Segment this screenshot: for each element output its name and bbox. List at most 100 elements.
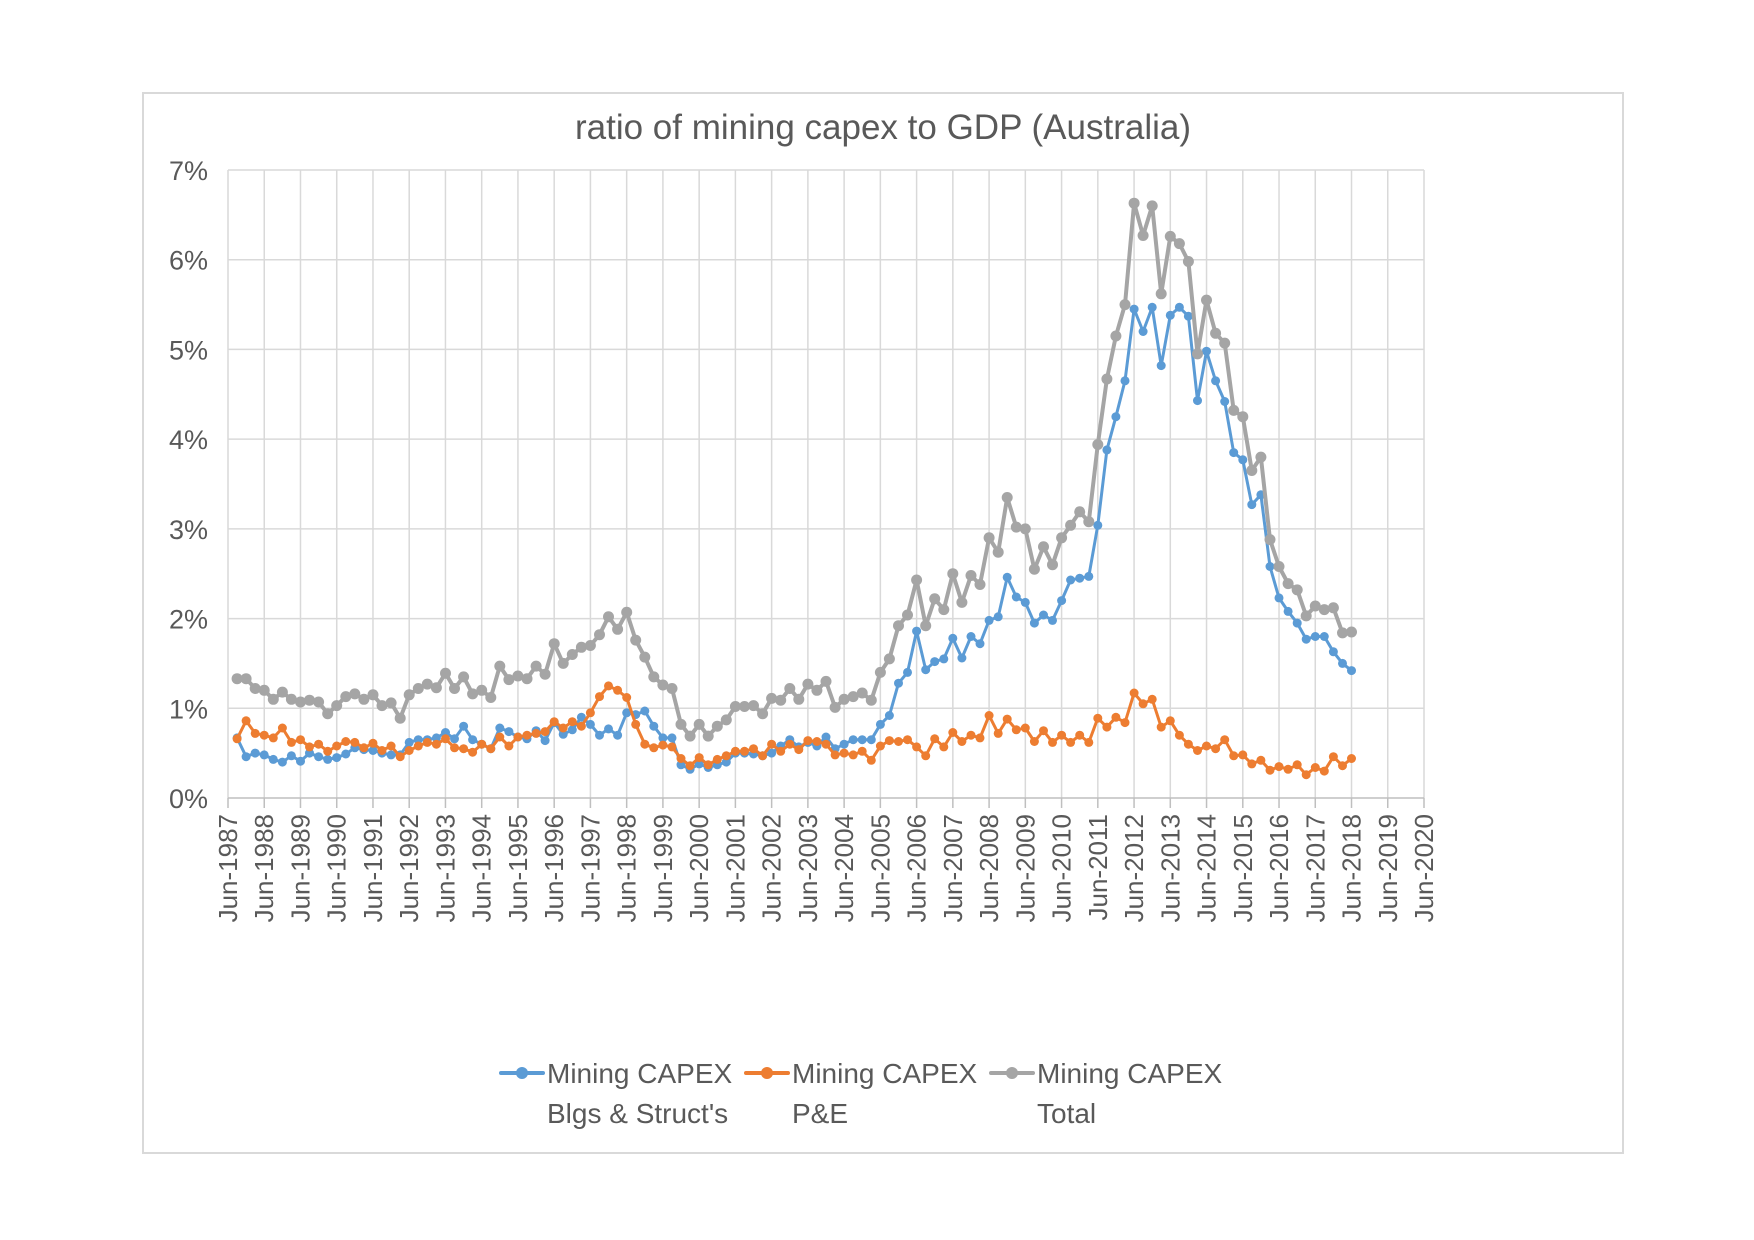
data-point-series-2 (974, 579, 986, 590)
data-point-series-2 (693, 718, 705, 730)
data-point-series-0 (1048, 615, 1057, 625)
x-tick-label: Jun-2006 (902, 814, 932, 922)
data-point-series-2 (1309, 600, 1321, 612)
data-point-series-0 (305, 748, 314, 758)
data-point-series-1 (486, 744, 496, 754)
series-line-2 (237, 201, 1352, 739)
data-point-series-2 (865, 694, 877, 706)
data-point-series-1 (468, 747, 478, 757)
data-point-series-2 (267, 693, 279, 705)
data-point-series-2 (430, 682, 442, 694)
data-point-series-2 (385, 697, 397, 709)
data-point-series-1 (1102, 722, 1112, 732)
data-point-series-0 (368, 746, 378, 755)
x-tick-label: Jun-1992 (394, 814, 424, 922)
data-point-series-2 (240, 673, 252, 685)
data-point-series-1 (450, 743, 459, 753)
data-point-series-1 (830, 750, 840, 760)
data-point-series-2 (1164, 230, 1176, 242)
data-point-series-1 (1328, 752, 1338, 762)
x-tick-label: Jun-1996 (539, 814, 569, 922)
x-tick-label: Jun-2015 (1228, 814, 1258, 922)
legend-swatch-blgs-structs (499, 1067, 545, 1079)
data-point-series-1 (350, 737, 360, 747)
data-point-series-2 (784, 683, 796, 694)
data-point-series-2 (911, 574, 923, 586)
x-tick-label: Jun-1995 (503, 814, 533, 922)
data-point-series-0 (1102, 445, 1112, 455)
data-point-series-2 (720, 714, 732, 726)
data-point-series-0 (884, 711, 894, 720)
data-point-series-0 (640, 706, 650, 716)
data-point-series-2 (476, 684, 488, 696)
x-tick-label: Jun-2020 (1409, 814, 1439, 922)
x-tick-label: Jun-1994 (467, 814, 497, 922)
data-point-series-1 (422, 737, 432, 747)
data-point-series-2 (666, 683, 678, 694)
data-point-series-1 (694, 753, 704, 763)
data-point-series-1 (250, 728, 260, 738)
data-point-series-1 (1202, 741, 1211, 751)
data-point-series-0 (821, 732, 831, 742)
data-point-series-2 (684, 730, 696, 742)
data-point-series-0 (323, 754, 333, 764)
data-point-series-1 (649, 743, 659, 753)
data-point-series-2 (1128, 197, 1140, 209)
data-point-series-1 (848, 750, 858, 760)
data-point-series-1 (604, 681, 613, 691)
data-point-series-1 (613, 685, 623, 695)
data-point-series-1 (567, 717, 577, 727)
data-point-series-1 (395, 752, 405, 762)
x-tick-label: Jun-2016 (1264, 814, 1294, 922)
data-point-series-1 (558, 723, 568, 733)
data-point-series-2 (1237, 411, 1249, 423)
data-point-series-1 (495, 732, 505, 742)
data-point-series-2 (838, 693, 850, 705)
data-point-series-2 (657, 679, 669, 691)
data-point-series-1 (930, 734, 940, 744)
data-point-series-0 (241, 752, 251, 762)
data-point-series-0 (585, 719, 595, 729)
data-point-series-0 (921, 665, 931, 675)
data-point-series-1 (685, 761, 695, 771)
data-point-series-2 (521, 673, 533, 685)
data-point-series-1 (1093, 713, 1103, 723)
data-point-series-2 (1074, 506, 1086, 518)
data-point-series-0 (1338, 658, 1347, 668)
x-tick-label: Jun-1998 (612, 814, 642, 922)
x-tick-label: Jun-2002 (757, 814, 787, 922)
data-point-series-0 (676, 760, 686, 770)
data-point-series-0 (468, 735, 478, 745)
data-point-series-2 (675, 718, 687, 730)
data-point-series-1 (1174, 730, 1184, 740)
data-point-series-1 (1039, 726, 1048, 736)
data-point-series-0 (341, 749, 351, 759)
data-point-series-0 (431, 733, 441, 743)
data-point-series-1 (884, 736, 894, 746)
data-point-series-1 (477, 739, 487, 749)
data-point-series-2 (648, 671, 660, 683)
data-point-series-2 (1192, 348, 1203, 360)
data-point-series-2 (1210, 327, 1222, 339)
data-point-series-1 (1147, 694, 1157, 704)
x-tick-label: Jun-2004 (829, 814, 859, 922)
data-point-series-1 (1265, 765, 1275, 775)
data-point-series-0 (912, 626, 922, 636)
data-point-series-2 (748, 700, 759, 712)
x-tick-label: Jun-1988 (249, 814, 279, 922)
x-tick-label: Jun-2009 (1010, 814, 1040, 922)
data-point-series-1 (413, 741, 423, 751)
data-point-series-2 (313, 696, 325, 708)
data-point-series-1 (939, 742, 949, 752)
data-point-series-0 (1265, 562, 1275, 571)
data-point-series-0 (296, 756, 305, 766)
data-point-series-2 (1264, 534, 1276, 546)
data-point-series-0 (1247, 500, 1257, 510)
data-point-series-2 (1047, 559, 1058, 571)
data-point-series-1 (631, 719, 641, 729)
y-tick-label: 1% (169, 694, 208, 724)
data-point-series-2 (394, 712, 406, 724)
data-point-series-2 (1092, 439, 1104, 450)
data-point-series-0 (903, 667, 912, 677)
data-point-series-2 (820, 675, 832, 687)
